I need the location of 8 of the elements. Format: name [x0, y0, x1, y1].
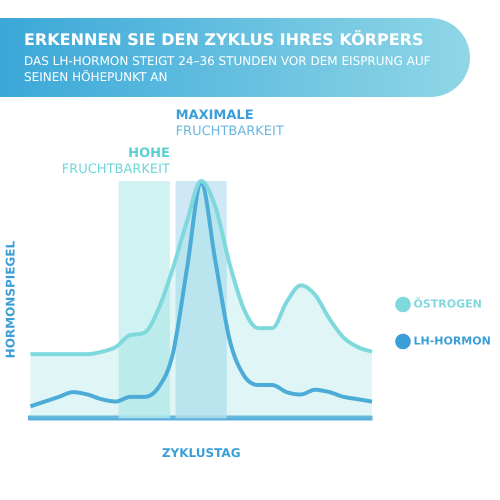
legend-label: LH-HORMON	[414, 334, 491, 348]
x-axis-title: ZYKLUSTAG	[162, 446, 241, 460]
chart-subtitle: DAS LH-HORMON STEIGT 24–36 STUNDEN VOR DEM EISPRUNG AUF SEINEN HÖHEPUNKT AN	[24, 54, 432, 86]
text: MAXIMALE FRUCHTBARKEIT	[176, 108, 284, 140]
y-axis-title: HORMONSPIEGEL	[3, 240, 18, 359]
legend-label: ÖSTROGEN	[414, 296, 482, 311]
text: HOHE FRUCHTBARKEIT	[62, 146, 170, 178]
chart-title: ERKENNEN SIE DEN ZYKLUS IHRES KÖRPERS	[24, 30, 424, 49]
